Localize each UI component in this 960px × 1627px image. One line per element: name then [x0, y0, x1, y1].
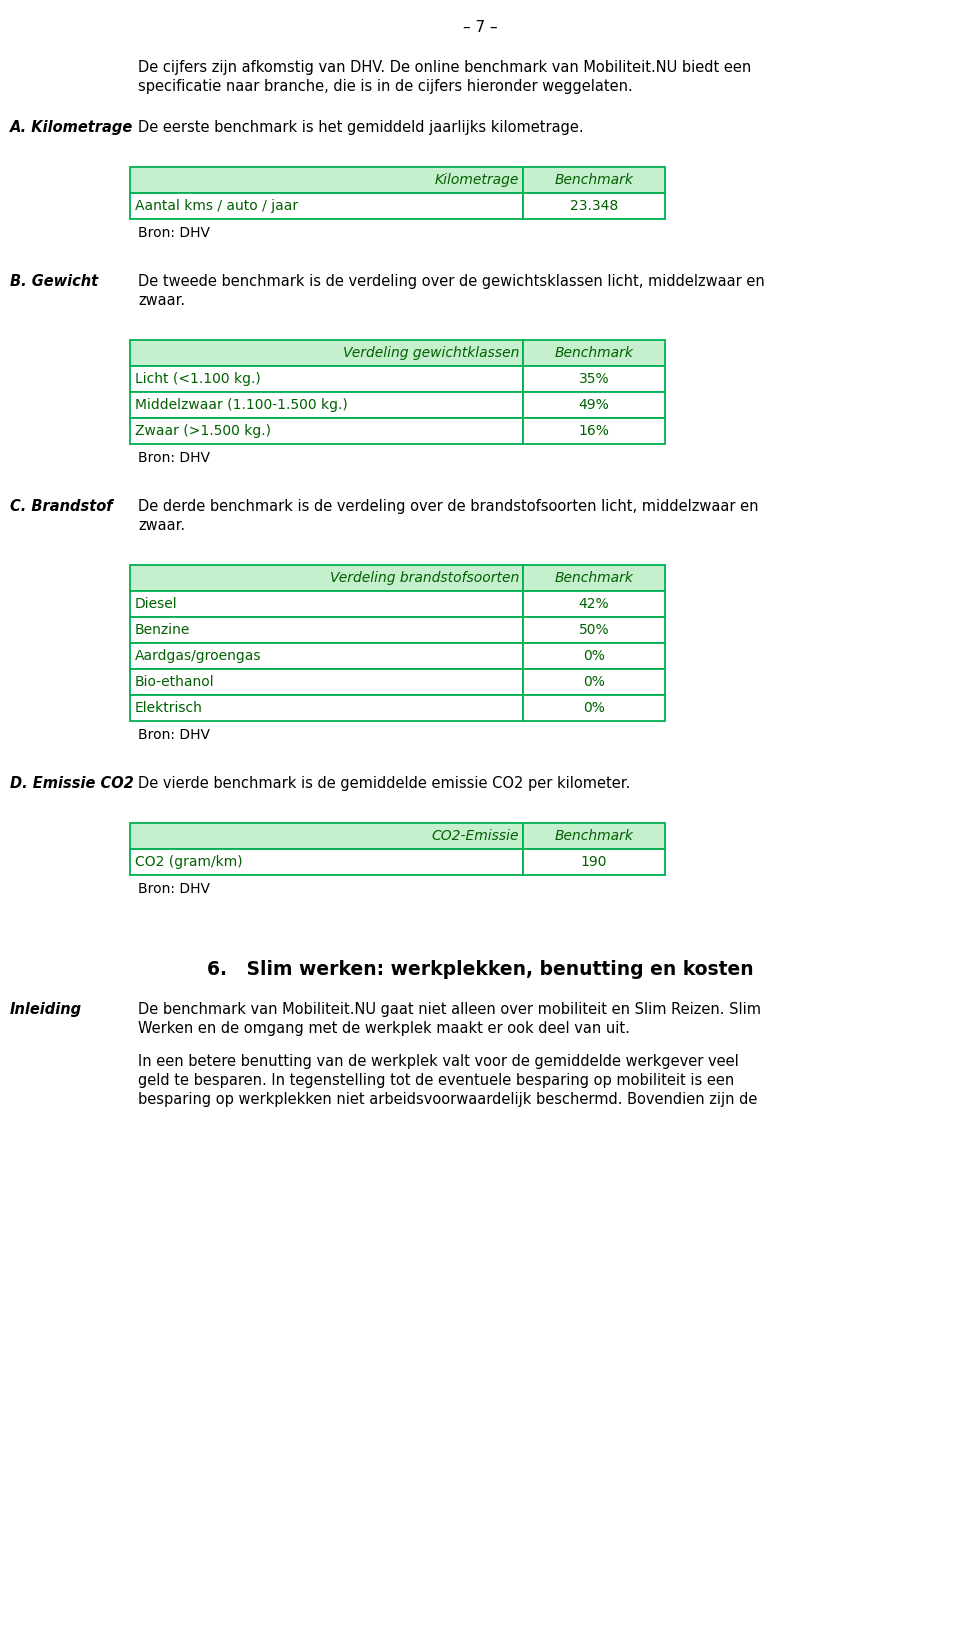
- Bar: [523, 366, 665, 392]
- Bar: [523, 168, 665, 194]
- Text: CO2-Emissie: CO2-Emissie: [432, 830, 519, 843]
- Bar: [523, 617, 665, 643]
- Text: Kilometrage: Kilometrage: [435, 172, 519, 187]
- Bar: [130, 849, 523, 875]
- Text: Verdeling gewichtklassen: Verdeling gewichtklassen: [343, 347, 519, 360]
- Text: Licht (<1.100 kg.): Licht (<1.100 kg.): [135, 373, 261, 386]
- Text: 50%: 50%: [579, 623, 610, 638]
- Bar: [130, 168, 523, 194]
- Bar: [523, 823, 665, 849]
- Text: Aardgas/groengas: Aardgas/groengas: [135, 649, 261, 662]
- Text: 0%: 0%: [583, 649, 605, 662]
- Text: De tweede benchmark is de verdeling over de gewichtsklassen licht, middelzwaar e: De tweede benchmark is de verdeling over…: [138, 273, 765, 290]
- Text: 16%: 16%: [579, 425, 610, 438]
- Text: Middelzwaar (1.100-1.500 kg.): Middelzwaar (1.100-1.500 kg.): [135, 399, 348, 412]
- Text: specificatie naar branche, die is in de cijfers hieronder weggelaten.: specificatie naar branche, die is in de …: [138, 80, 633, 94]
- Text: B. Gewicht: B. Gewicht: [10, 273, 98, 290]
- Text: besparing op werkplekken niet arbeidsvoorwaardelijk beschermd. Bovendien zijn de: besparing op werkplekken niet arbeidsvoo…: [138, 1092, 757, 1106]
- Text: In een betere benutting van de werkplek valt voor de gemiddelde werkgever veel: In een betere benutting van de werkplek …: [138, 1054, 739, 1069]
- Text: Bron: DHV: Bron: DHV: [138, 451, 210, 465]
- Text: 35%: 35%: [579, 373, 610, 386]
- Text: 6.   Slim werken: werkplekken, benutting en kosten: 6. Slim werken: werkplekken, benutting e…: [206, 960, 754, 979]
- Text: Bron: DHV: Bron: DHV: [138, 727, 210, 742]
- Text: Werken en de omgang met de werkplek maakt er ook deel van uit.: Werken en de omgang met de werkplek maak…: [138, 1022, 630, 1036]
- Text: Zwaar (>1.500 kg.): Zwaar (>1.500 kg.): [135, 425, 271, 438]
- Bar: [130, 340, 523, 366]
- Text: Bio-ethanol: Bio-ethanol: [135, 675, 215, 688]
- Text: Benchmark: Benchmark: [555, 347, 634, 360]
- Text: Benchmark: Benchmark: [555, 172, 634, 187]
- Bar: [130, 695, 523, 721]
- Bar: [523, 591, 665, 617]
- Text: 190: 190: [581, 856, 608, 869]
- Bar: [523, 695, 665, 721]
- Bar: [523, 669, 665, 695]
- Text: zwaar.: zwaar.: [138, 293, 185, 308]
- Text: D. Emissie CO2: D. Emissie CO2: [10, 776, 133, 791]
- Text: Aantal kms / auto / jaar: Aantal kms / auto / jaar: [135, 198, 299, 213]
- Bar: [130, 565, 523, 591]
- Text: 42%: 42%: [579, 597, 610, 612]
- Bar: [130, 392, 523, 418]
- Text: 0%: 0%: [583, 701, 605, 714]
- Text: De vierde benchmark is de gemiddelde emissie CO2 per kilometer.: De vierde benchmark is de gemiddelde emi…: [138, 776, 631, 791]
- Text: Diesel: Diesel: [135, 597, 178, 612]
- Text: Bron: DHV: Bron: DHV: [138, 882, 210, 896]
- Text: C. Brandstof: C. Brandstof: [10, 499, 112, 514]
- Text: De cijfers zijn afkomstig van DHV. De online benchmark van Mobiliteit.NU biedt e: De cijfers zijn afkomstig van DHV. De on…: [138, 60, 752, 75]
- Bar: [523, 392, 665, 418]
- Bar: [523, 340, 665, 366]
- Text: De eerste benchmark is het gemiddeld jaarlijks kilometrage.: De eerste benchmark is het gemiddeld jaa…: [138, 120, 584, 135]
- Text: Elektrisch: Elektrisch: [135, 701, 203, 714]
- Text: 49%: 49%: [579, 399, 610, 412]
- Text: A. Kilometrage: A. Kilometrage: [10, 120, 133, 135]
- Bar: [130, 194, 523, 220]
- Text: CO2 (gram/km): CO2 (gram/km): [135, 856, 243, 869]
- Bar: [523, 643, 665, 669]
- Text: Benchmark: Benchmark: [555, 571, 634, 586]
- Text: – 7 –: – 7 –: [463, 20, 497, 36]
- Text: 0%: 0%: [583, 675, 605, 688]
- Bar: [523, 194, 665, 220]
- Text: Benchmark: Benchmark: [555, 830, 634, 843]
- Text: geld te besparen. In tegenstelling tot de eventuele besparing op mobiliteit is e: geld te besparen. In tegenstelling tot d…: [138, 1072, 734, 1088]
- Text: Inleiding: Inleiding: [10, 1002, 83, 1017]
- Text: 23.348: 23.348: [570, 198, 618, 213]
- Bar: [523, 565, 665, 591]
- Bar: [130, 669, 523, 695]
- Bar: [130, 591, 523, 617]
- Text: Benzine: Benzine: [135, 623, 190, 638]
- Bar: [130, 418, 523, 444]
- Bar: [523, 418, 665, 444]
- Bar: [130, 617, 523, 643]
- Text: De derde benchmark is de verdeling over de brandstofsoorten licht, middelzwaar e: De derde benchmark is de verdeling over …: [138, 499, 758, 514]
- Bar: [130, 366, 523, 392]
- Text: zwaar.: zwaar.: [138, 517, 185, 534]
- Bar: [130, 823, 523, 849]
- Text: Verdeling brandstofsoorten: Verdeling brandstofsoorten: [330, 571, 519, 586]
- Text: De benchmark van Mobiliteit.NU gaat niet alleen over mobiliteit en Slim Reizen. : De benchmark van Mobiliteit.NU gaat niet…: [138, 1002, 761, 1017]
- Bar: [523, 849, 665, 875]
- Text: Bron: DHV: Bron: DHV: [138, 226, 210, 241]
- Bar: [130, 643, 523, 669]
